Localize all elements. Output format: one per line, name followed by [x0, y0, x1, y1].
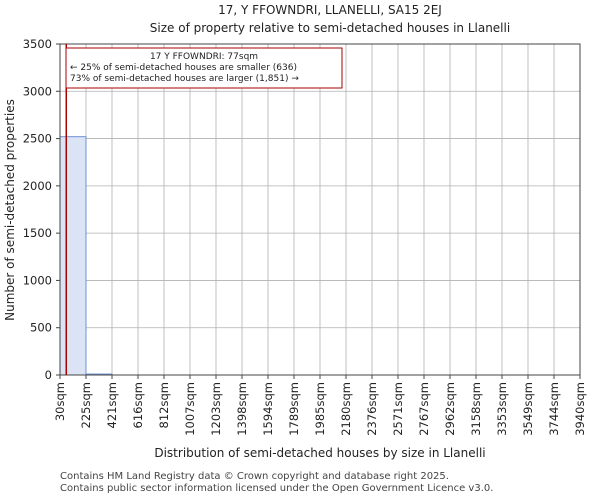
y-axis-label: Number of semi-detached properties: [3, 99, 17, 321]
x-tick-label: 3940sqm: [573, 382, 587, 436]
y-tick-label: 2000: [23, 179, 52, 193]
x-tick-label: 1398sqm: [235, 382, 249, 436]
annotation-smaller: ← 25% of semi-detached houses are smalle…: [70, 63, 297, 73]
x-tick-label: 2571sqm: [391, 382, 405, 436]
x-tick-label: 2962sqm: [443, 382, 457, 436]
x-tick-label: 616sqm: [131, 382, 145, 428]
x-tick-label: 3744sqm: [547, 382, 561, 436]
y-tick-label: 0: [45, 368, 52, 382]
x-tick-label: 3158sqm: [469, 382, 483, 436]
x-tick-label: 812sqm: [157, 382, 171, 428]
y-tick-label: 1000: [23, 273, 52, 287]
chart-subtitle: Size of property relative to semi-detach…: [150, 21, 510, 35]
x-tick-label: 1594sqm: [261, 382, 275, 436]
y-tick-label: 3500: [23, 37, 52, 51]
y-tick-label: 2500: [23, 132, 52, 146]
annotation-larger: 73% of semi-detached houses are larger (…: [70, 74, 299, 84]
bar: [59, 136, 87, 376]
x-tick-label: 1985sqm: [313, 382, 327, 436]
x-tick-label: 1789sqm: [287, 382, 301, 436]
x-tick-label: 30sqm: [53, 382, 67, 421]
x-tick-label: 225sqm: [79, 382, 93, 428]
x-tick-label: 2180sqm: [339, 382, 353, 436]
footer-copyright: Contains HM Land Registry data © Crown c…: [60, 471, 449, 482]
chart-title: 17, Y FFOWNDRI, LLANELLI, SA15 2EJ: [218, 3, 442, 17]
y-tick-label: 1500: [23, 226, 52, 240]
annotation-title: 17 Y FFOWNDRI: 77sqm: [150, 52, 258, 62]
x-tick-label: 3549sqm: [521, 382, 535, 436]
x-tick-label: 1203sqm: [209, 382, 223, 436]
x-tick-label: 2376sqm: [365, 382, 379, 436]
x-tick-label: 3353sqm: [495, 382, 509, 436]
x-tick-label: 2767sqm: [417, 382, 431, 436]
plot-area: 0 500 1000 1500 2000 2500 3000 3500 30sqm 225sqm 4…: [23, 37, 587, 436]
footer-licence: Contains public sector information licen…: [60, 483, 494, 494]
x-tick-label: 1007sqm: [183, 382, 197, 436]
x-tick-label: 421sqm: [105, 382, 119, 428]
annotation-box: [65, 47, 343, 89]
y-tick-label: 500: [30, 321, 52, 335]
x-axis-label: Distribution of semi-detached houses by …: [154, 446, 485, 460]
y-tick-label: 3000: [23, 84, 52, 98]
